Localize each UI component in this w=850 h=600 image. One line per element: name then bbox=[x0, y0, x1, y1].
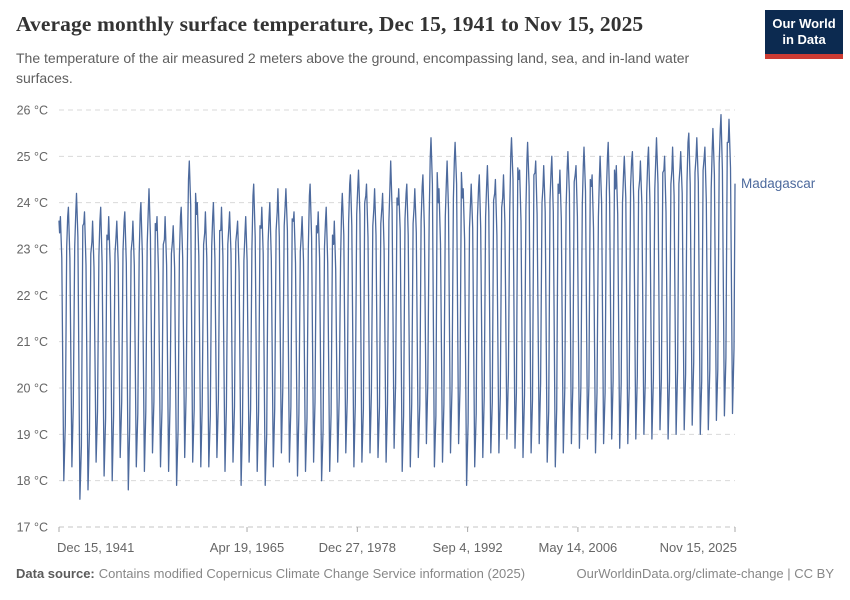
x-tick-label: Apr 19, 1965 bbox=[210, 540, 284, 555]
x-tick-label: Nov 15, 2025 bbox=[660, 540, 737, 555]
data-source-label: Data source: bbox=[16, 566, 95, 581]
footer-credit-link[interactable]: OurWorldinData.org/climate-change | CC B… bbox=[576, 566, 834, 581]
y-tick-label: 18 °C bbox=[17, 474, 48, 488]
entity-label[interactable]: Madagascar bbox=[741, 176, 816, 191]
y-tick-label: 26 °C bbox=[17, 104, 48, 118]
owid-logo-line2: in Data bbox=[782, 32, 826, 48]
y-tick-label: 25 °C bbox=[17, 150, 48, 164]
y-tick-label: 24 °C bbox=[17, 196, 48, 210]
owid-logo[interactable]: Our World in Data bbox=[765, 10, 843, 59]
x-tick-label: Sep 4, 1992 bbox=[433, 540, 503, 555]
chart-footer: Data source: Contains modified Copernicus… bbox=[16, 566, 834, 581]
y-tick-label: 19 °C bbox=[17, 428, 48, 442]
chart-plot-area: 17 °C 18 °C 19 °C 20 °C 21 °C 22 °C 23 °C 24 °C… bbox=[0, 95, 850, 565]
data-source-text: Contains modified Copernicus Climate Cha… bbox=[98, 566, 526, 581]
y-tick-label: 20 °C bbox=[17, 382, 48, 396]
x-tick-label: Dec 27, 1978 bbox=[319, 540, 396, 555]
temperature-line-chart: 17 °C 18 °C 19 °C 20 °C 21 °C 22 °C 23 °C 24 °C… bbox=[17, 104, 816, 556]
y-tick-label: 17 °C bbox=[17, 521, 48, 535]
y-tick-label: 23 °C bbox=[17, 243, 48, 257]
x-tick-label: May 14, 2006 bbox=[539, 540, 618, 555]
y-tick-label: 21 °C bbox=[17, 335, 48, 349]
owid-logo-line1: Our World bbox=[772, 16, 836, 31]
footer-data-source: Data source: Contains modified Copernicus… bbox=[16, 566, 525, 581]
temperature-line[interactable] bbox=[58, 113, 736, 500]
page-title: Average monthly surface temperature, Dec… bbox=[16, 12, 644, 36]
x-tick-label: Dec 15, 1941 bbox=[57, 540, 134, 555]
owid-logo-accent-bar bbox=[765, 53, 843, 59]
y-tick-label: 22 °C bbox=[17, 289, 48, 303]
chart-subtitle: The temperature of the air measured 2 me… bbox=[16, 50, 690, 86]
